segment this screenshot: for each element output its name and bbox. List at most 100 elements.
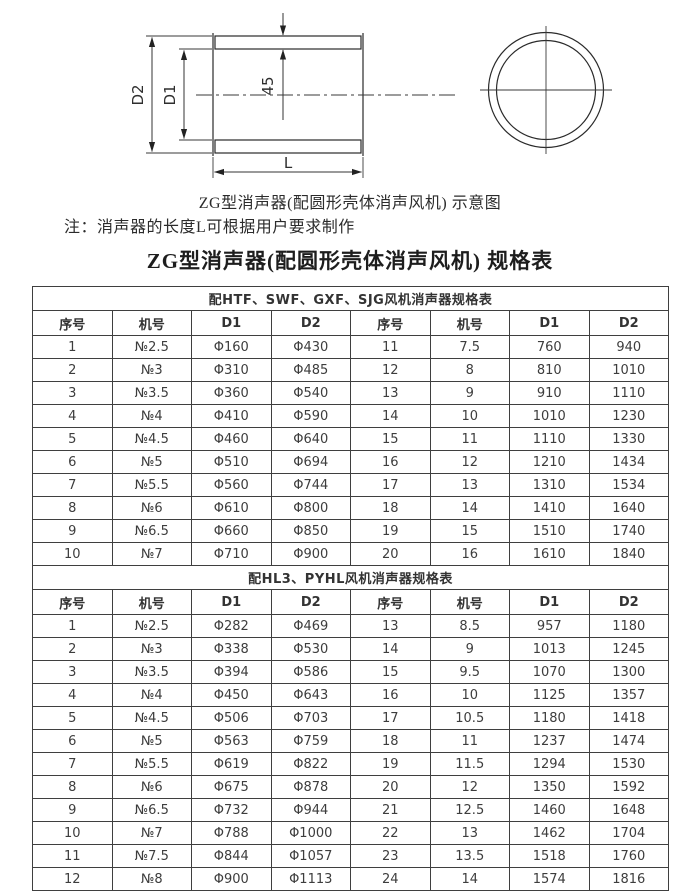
table-cell: 1760 [588,844,669,868]
table-cell: Φ759 [270,729,351,753]
table-cell: 4 [32,404,113,428]
spec-table-section-1-head: 配HTF、SWF、GXF、SJG风机消声器规格表 序号 机号 D1 D2 序号 机号 D1 D… [32,286,669,336]
table-cell: Φ360 [191,381,272,405]
table-cell: Φ710 [191,542,272,566]
table-cell: 12.5 [429,798,510,822]
table-cell: Φ619 [191,752,272,776]
column-header: D2 [588,589,669,615]
table-row: 11 №7.5 Φ844 Φ1057 23 13.5 1518 1760 [32,844,669,868]
table-cell: 1840 [588,542,669,566]
column-header: 机号 [111,589,192,615]
table-cell: Φ800 [270,496,351,520]
table-cell: №4 [111,404,192,428]
column-header: D1 [509,589,590,615]
table-cell: 1180 [509,706,590,730]
table-row: 2 №3 Φ310 Φ485 12 8 810 1010 [32,358,669,382]
table-cell: 1534 [588,473,669,497]
column-header: 机号 [429,589,510,615]
table-cell: 1640 [588,496,669,520]
muffler-diagram: D2 D1 45 L [129,13,612,178]
spec-table-section-1-rows: 1 №2.5 Φ160 Φ430 11 7.5 760 940 2 №3 Φ310 Φ485 12 8 81… [32,335,669,566]
table-cell: 1 [32,335,113,359]
table-cell: 1518 [509,844,590,868]
muffler-end-view [480,26,612,154]
table-cell: 1125 [509,683,590,707]
table-cell: Φ900 [270,542,351,566]
bottom-wall-hatch [214,139,362,154]
table-cell: №3.5 [111,660,192,684]
table-cell: 22 [350,821,431,845]
table-cell: 9 [429,381,510,405]
spec-table-container: 配HTF、SWF、GXF、SJG风机消声器规格表 序号 机号 D1 D2 序号 机号 D1 D… [32,286,669,891]
table-row: 8 №6 Φ610 Φ800 18 14 1410 1640 [32,496,669,520]
table-cell: 17 [350,706,431,730]
table-cell: Φ510 [191,450,272,474]
table-row: 5 №4.5 Φ460 Φ640 15 11 1110 1330 [32,427,669,451]
table-cell: 1294 [509,752,590,776]
table-cell: 16 [350,683,431,707]
table-cell: 19 [350,752,431,776]
table-cell: 8 [32,775,113,799]
table-cell: 10 [32,542,113,566]
table-cell: №6.5 [111,798,192,822]
table-cell: 14 [429,496,510,520]
table-cell: 1510 [509,519,590,543]
table-cell: Φ640 [270,427,351,451]
diagram-caption: ZG型消声器(配圆形壳体消声风机) 示意图 [198,195,502,212]
table-cell: 1530 [588,752,669,776]
table-cell: Φ643 [270,683,351,707]
table-cell: 1816 [588,867,669,891]
table-cell: Φ485 [270,358,351,382]
table-cell: 18 [350,496,431,520]
table-cell: 910 [509,381,590,405]
table-cell: 1300 [588,660,669,684]
table-cell: №8 [111,867,192,891]
table-cell: №3.5 [111,381,192,405]
table-row: 7 №5.5 Φ560 Φ744 17 13 1310 1534 [32,473,669,497]
table-row: 12 №8 Φ900 Φ1113 24 14 1574 1816 [32,867,669,891]
table-cell: 9 [32,798,113,822]
table-cell: №7 [111,821,192,845]
table-row: 7 №5.5 Φ619 Φ822 19 11.5 1294 1530 [32,752,669,776]
table-cell: 20 [350,775,431,799]
table-cell: 18 [350,729,431,753]
table-row: 8 №6 Φ675 Φ878 20 12 1350 1592 [32,775,669,799]
table-cell: 1434 [588,450,669,474]
table-cell: 810 [509,358,590,382]
column-header: 机号 [429,310,510,336]
table-cell: Φ878 [270,775,351,799]
table-cell: 3 [32,660,113,684]
table-row: 2 №3 Φ338 Φ530 14 9 1013 1245 [32,637,669,661]
table-cell: Φ394 [191,660,272,684]
table-cell: №2.5 [111,614,192,638]
top-wall-hatch [214,35,362,50]
table-cell: 23 [350,844,431,868]
table-row: 4 №4 Φ450 Φ643 16 10 1125 1357 [32,683,669,707]
wall-thickness-label: 45 [259,76,277,95]
table-cell: №7 [111,542,192,566]
table-cell: 1110 [588,381,669,405]
table-cell: №5 [111,729,192,753]
table-cell: Φ732 [191,798,272,822]
column-header: 机号 [111,310,192,336]
table-cell: Φ586 [270,660,351,684]
table-cell: Φ788 [191,821,272,845]
table-cell: 13 [429,473,510,497]
table-cell: 17 [350,473,431,497]
table-cell: Φ469 [270,614,351,638]
table-cell: 4 [32,683,113,707]
table-cell: 8 [32,496,113,520]
d1-label: D1 [161,84,179,105]
table-cell: Φ282 [191,614,272,638]
table-cell: 19 [350,519,431,543]
table-cell: 16 [350,450,431,474]
table-cell: Φ944 [270,798,351,822]
table-cell: Φ310 [191,358,272,382]
table-cell: №6 [111,775,192,799]
table-cell: 6 [32,729,113,753]
table-cell: 1474 [588,729,669,753]
spec-table-section-2-rows: 1 №2.5 Φ282 Φ469 13 8.5 957 1180 2 №3 Φ338 Φ530 14 9 1… [32,614,669,891]
table-cell: Φ450 [191,683,272,707]
column-header: D2 [588,310,669,336]
